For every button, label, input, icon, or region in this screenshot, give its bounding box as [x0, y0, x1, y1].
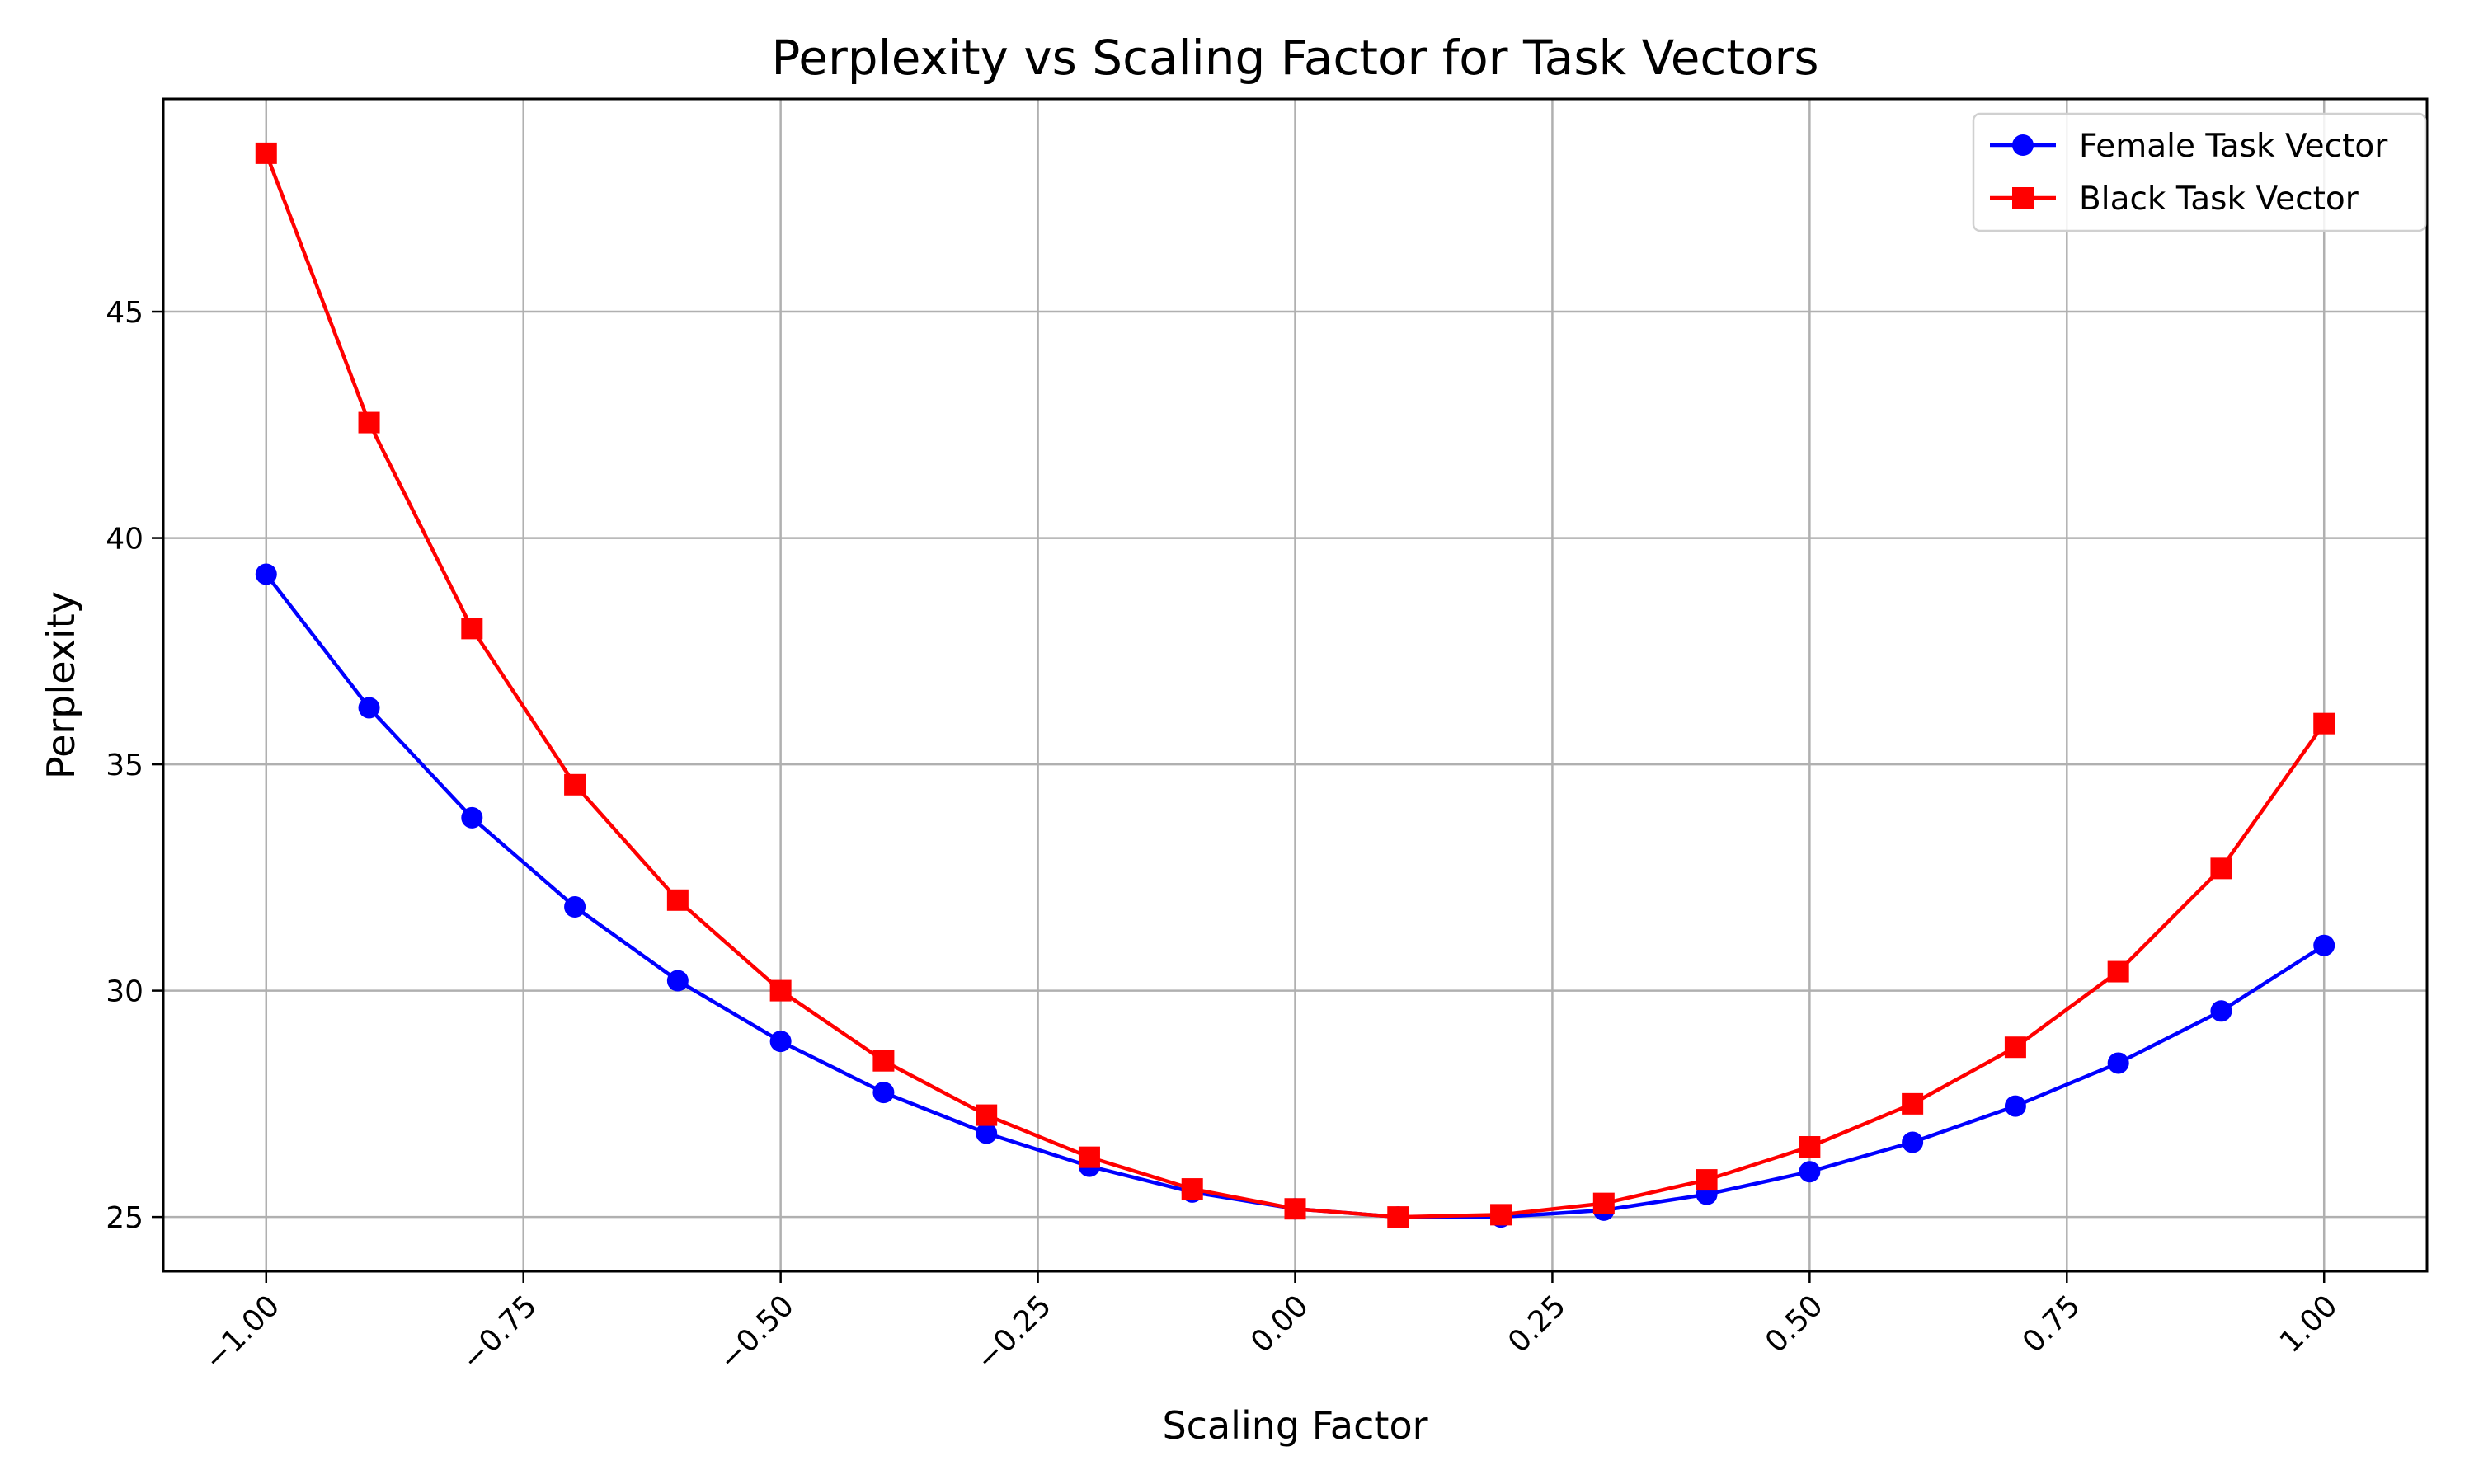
data-point-square: [1181, 1178, 1203, 1200]
data-point-square: [2210, 857, 2232, 880]
data-point-square: [1078, 1146, 1100, 1168]
data-point-square: [1799, 1136, 1821, 1158]
legend-label: Black Task Vector: [2079, 181, 2359, 218]
y-tick-label: 30: [106, 975, 143, 1009]
data-point-circle: [2004, 1095, 2026, 1117]
data-point-square: [1696, 1169, 1718, 1191]
data-point-square: [666, 889, 689, 911]
legend: Female Task Vector Black Task Vector: [1972, 112, 2427, 232]
data-point-square: [769, 979, 792, 1002]
legend-marker-circle: [2012, 134, 2034, 156]
data-point-square: [1902, 1092, 1924, 1115]
data-point-circle: [461, 806, 483, 829]
data-point-square: [872, 1050, 895, 1072]
data-point-circle: [976, 1122, 998, 1144]
data-point-circle: [872, 1082, 895, 1104]
data-point-square: [255, 142, 277, 164]
legend-label: Female Task Vector: [2079, 128, 2388, 165]
data-point-square: [1592, 1192, 1615, 1214]
x-axis-label: Scaling Factor: [1162, 1403, 1427, 1448]
y-axis-label: Perplexity: [39, 591, 83, 779]
data-point-square: [1387, 1206, 1409, 1228]
data-point-square: [461, 618, 483, 640]
series-layer: [255, 142, 2335, 1228]
data-point-circle: [1902, 1131, 1924, 1153]
data-point-circle: [769, 1031, 792, 1053]
data-point-square: [2313, 712, 2335, 735]
data-point-circle: [358, 697, 380, 719]
data-point-square: [1284, 1198, 1306, 1220]
data-point-circle: [255, 563, 277, 585]
y-tick-label: 25: [106, 1201, 143, 1235]
data-point-circle: [2313, 934, 2335, 956]
y-tick-label: 45: [106, 296, 143, 330]
chart-title: Perplexity vs Scaling Factor for Task Ve…: [771, 30, 1818, 86]
legend-box: [1972, 112, 2427, 232]
data-point-square: [358, 411, 380, 434]
data-point-square: [2004, 1036, 2026, 1059]
data-point-circle: [1799, 1161, 1821, 1183]
data-point-square: [2107, 960, 2129, 983]
data-point-square: [1490, 1204, 1512, 1226]
data-point-circle: [564, 896, 586, 918]
data-point-circle: [2210, 1000, 2232, 1022]
data-point-circle: [2107, 1052, 2129, 1074]
y-tick-label: 40: [106, 523, 143, 556]
data-point-circle: [666, 970, 689, 992]
legend-marker-square: [2012, 187, 2034, 209]
data-point-square: [976, 1104, 998, 1126]
y-tick-label: 35: [106, 749, 143, 782]
series-black-task-vector: [255, 142, 2335, 1228]
data-point-square: [564, 773, 586, 796]
